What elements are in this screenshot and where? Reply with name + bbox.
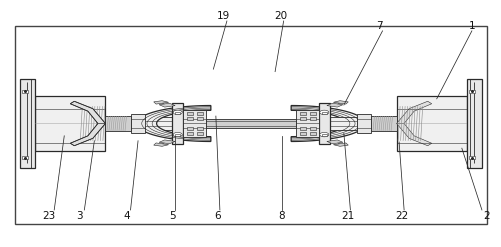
Bar xyxy=(329,117,357,130)
Text: 8: 8 xyxy=(277,211,284,221)
Bar xyxy=(15,26,486,224)
Text: 5: 5 xyxy=(168,211,175,221)
Bar xyxy=(309,127,315,130)
Polygon shape xyxy=(153,143,168,146)
Polygon shape xyxy=(396,101,431,124)
Circle shape xyxy=(173,110,182,115)
Text: 7: 7 xyxy=(375,21,382,31)
Polygon shape xyxy=(396,124,431,146)
Bar xyxy=(296,110,318,137)
Bar xyxy=(175,112,180,114)
Bar xyxy=(186,117,192,120)
Text: 19: 19 xyxy=(216,11,229,21)
Bar xyxy=(371,116,396,131)
Bar xyxy=(196,117,202,120)
Bar xyxy=(205,119,296,128)
Polygon shape xyxy=(70,124,105,146)
Bar xyxy=(309,117,315,120)
Bar xyxy=(299,112,305,115)
Text: 23: 23 xyxy=(43,211,56,221)
Bar xyxy=(196,132,202,135)
Bar xyxy=(22,156,28,159)
Bar xyxy=(20,79,35,168)
Bar xyxy=(183,110,205,137)
Polygon shape xyxy=(70,101,105,124)
Bar xyxy=(321,134,326,136)
Bar xyxy=(186,132,192,135)
Polygon shape xyxy=(333,101,348,104)
Text: 21: 21 xyxy=(341,211,354,221)
Bar xyxy=(22,90,28,93)
Polygon shape xyxy=(159,103,175,107)
Polygon shape xyxy=(153,101,168,104)
Bar xyxy=(309,132,315,135)
Text: 4: 4 xyxy=(123,211,130,221)
Bar xyxy=(318,103,329,144)
Polygon shape xyxy=(136,105,210,142)
Bar xyxy=(309,112,315,115)
Polygon shape xyxy=(159,140,175,144)
Bar xyxy=(130,114,144,133)
Bar xyxy=(321,112,326,114)
Text: 2: 2 xyxy=(482,211,489,221)
Bar xyxy=(396,96,466,151)
Circle shape xyxy=(319,110,328,115)
Bar xyxy=(299,127,305,130)
Bar xyxy=(175,134,180,136)
Polygon shape xyxy=(291,105,365,142)
Text: 6: 6 xyxy=(213,211,220,221)
Bar xyxy=(196,112,202,115)
Text: 1: 1 xyxy=(467,21,474,31)
Bar xyxy=(299,117,305,120)
Bar xyxy=(186,112,192,115)
Bar xyxy=(299,132,305,135)
Bar xyxy=(196,127,202,130)
Bar xyxy=(468,156,474,159)
Bar xyxy=(468,90,474,93)
Polygon shape xyxy=(326,140,342,144)
Bar xyxy=(172,103,183,144)
Bar xyxy=(466,79,481,168)
Text: 3: 3 xyxy=(76,211,83,221)
Bar xyxy=(357,114,371,133)
Text: 20: 20 xyxy=(274,11,287,21)
Bar xyxy=(105,116,130,131)
Circle shape xyxy=(173,132,182,137)
Polygon shape xyxy=(326,103,342,107)
Circle shape xyxy=(319,132,328,137)
Bar xyxy=(35,96,105,151)
Text: 22: 22 xyxy=(394,211,407,221)
Bar xyxy=(144,117,172,130)
Bar xyxy=(186,127,192,130)
Polygon shape xyxy=(333,143,348,146)
